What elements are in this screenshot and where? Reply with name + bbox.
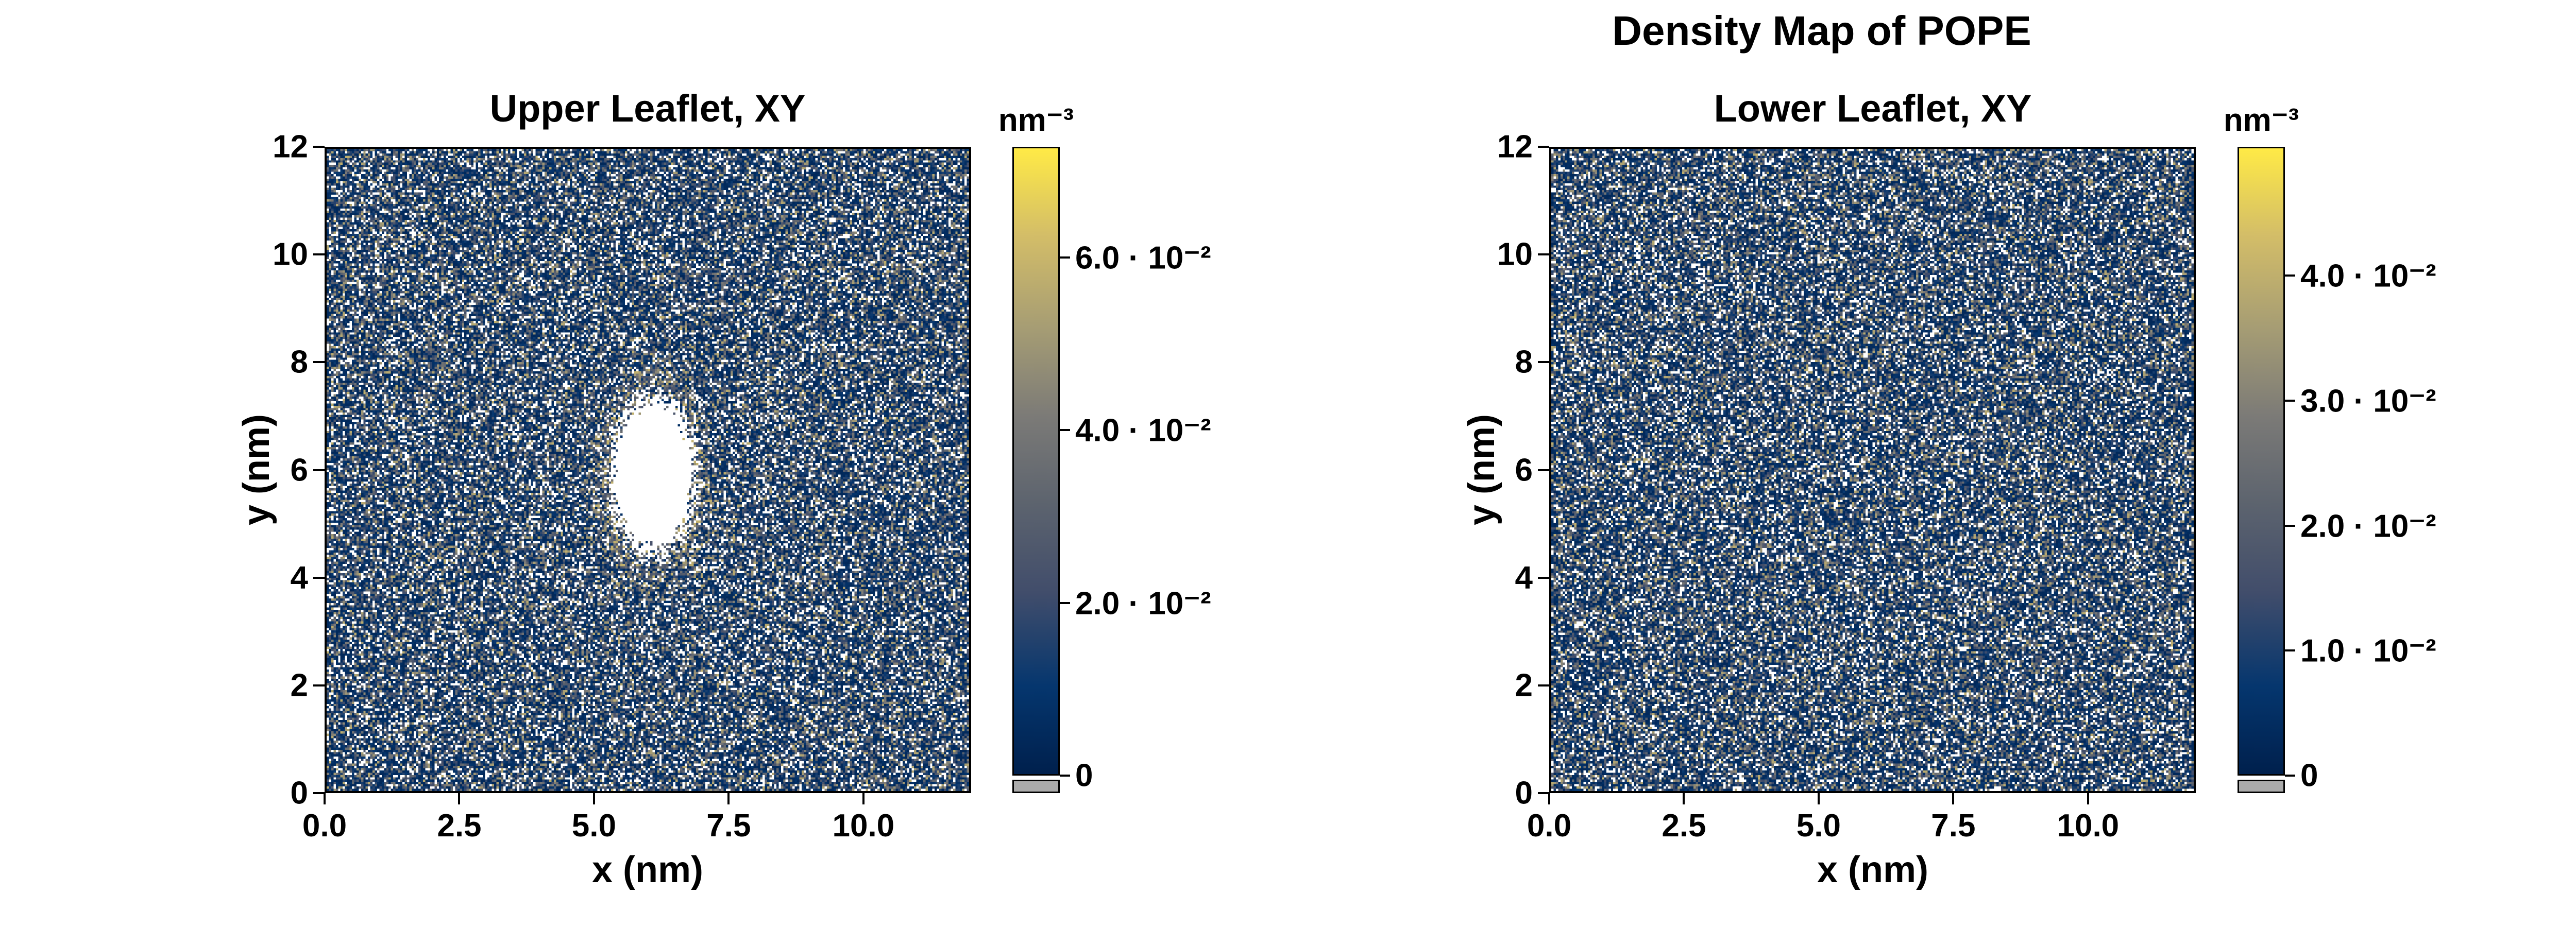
colorbar-tick-label: 1.0 · 10⁻² [2300, 633, 2436, 669]
x-tick-label: 2.5 [437, 808, 482, 844]
x-tick-label: 0.0 [302, 808, 347, 844]
colorbar-tick-label: 3.0 · 10⁻² [2300, 383, 2436, 419]
colorbar-tick-mark [2285, 775, 2295, 777]
y-tick-label: 6 [1515, 452, 1533, 488]
colorbar-upper-leaflet [1012, 147, 1060, 793]
colorbar-lower-leaflet [2238, 147, 2285, 793]
x-tick-label: 10.0 [832, 808, 895, 844]
y-tick-label: 4 [1515, 560, 1533, 596]
colorbar-tick-mark [1060, 429, 1070, 432]
y-tick-mark [313, 146, 325, 148]
colorbar-tick-mark [2285, 524, 2295, 527]
y-tick-mark [1538, 361, 1549, 364]
y-tick-label: 0 [1515, 775, 1533, 811]
panel-title-lower-leaflet: Lower Leaflet, XY [1714, 87, 2032, 130]
colorbar-title: nm⁻³ [2223, 102, 2299, 138]
y-tick-mark [313, 253, 325, 256]
x-tick-label: 7.5 [706, 808, 751, 844]
y-axis-label: y (nm) [1461, 414, 1502, 525]
y-tick-label: 12 [273, 129, 308, 165]
colorbar-title: nm⁻³ [998, 102, 1074, 138]
heatmap-canvas-upper-leaflet [327, 149, 969, 791]
x-tick-mark [1683, 793, 1685, 804]
y-axis-label: y (nm) [236, 414, 277, 525]
x-tick-label: 10.0 [2057, 808, 2120, 844]
y-tick-mark [1538, 146, 1549, 148]
figure-title: Density Map of POPE [1612, 8, 2031, 54]
y-tick-label: 10 [1497, 236, 1533, 272]
colorbar-tick-label: 0 [1075, 758, 1093, 794]
colorbar-tick-label: 0 [2300, 758, 2318, 794]
y-tick-mark [1538, 684, 1549, 686]
x-axis-label: x (nm) [592, 849, 703, 890]
colorbar-tick-label: 4.0 · 10⁻² [2300, 258, 2436, 294]
colorbar-under-cap [2238, 780, 2285, 793]
y-tick-mark [313, 684, 325, 686]
y-tick-label: 8 [1515, 344, 1533, 380]
colorbar-tick-label: 6.0 · 10⁻² [1075, 240, 1211, 276]
x-tick-mark [324, 793, 326, 804]
y-tick-mark [313, 469, 325, 471]
colorbar-tick-mark [1060, 602, 1070, 604]
x-tick-mark [458, 793, 461, 804]
x-tick-label: 0.0 [1527, 808, 1572, 844]
colorbar-tick-mark [2285, 649, 2295, 652]
colorbar-tick-mark [1060, 775, 1070, 777]
y-tick-label: 4 [290, 560, 308, 596]
x-axis-label: x (nm) [1817, 849, 1928, 890]
colorbar-tick-label: 2.0 · 10⁻² [1075, 586, 1211, 622]
x-tick-mark [862, 793, 865, 804]
y-tick-label: 8 [290, 344, 308, 380]
x-tick-mark [2087, 793, 2089, 804]
y-tick-mark [313, 792, 325, 794]
y-tick-mark [1538, 576, 1549, 579]
y-tick-mark [313, 576, 325, 579]
x-tick-mark [1817, 793, 1820, 804]
colorbar-tick-label: 2.0 · 10⁻² [2300, 508, 2436, 544]
colorbar-under-cap [1012, 780, 1060, 793]
colorbar-tick-mark [2285, 399, 2295, 402]
y-tick-mark [1538, 253, 1549, 256]
x-tick-label: 7.5 [1931, 808, 1976, 844]
y-tick-label: 6 [290, 452, 308, 488]
x-tick-label: 5.0 [571, 808, 617, 844]
heatmap-plot-lower-leaflet [1549, 147, 2196, 793]
colorbar-tick-label: 4.0 · 10⁻² [1075, 413, 1211, 449]
x-tick-mark [592, 793, 595, 804]
y-tick-label: 10 [273, 236, 308, 272]
y-tick-label: 2 [1515, 667, 1533, 703]
colorbar-tick-mark [1060, 256, 1070, 259]
y-tick-label: 2 [290, 667, 308, 703]
y-tick-mark [1538, 469, 1549, 471]
heatmap-canvas-lower-leaflet [1551, 149, 2194, 791]
y-tick-mark [313, 361, 325, 364]
colorbar-gradient [2238, 147, 2285, 776]
colorbar-tick-mark [2285, 274, 2295, 277]
y-tick-mark [1538, 792, 1549, 794]
x-tick-label: 2.5 [1662, 808, 1706, 844]
x-tick-label: 5.0 [1796, 808, 1841, 844]
x-tick-mark [1548, 793, 1550, 804]
x-tick-mark [727, 793, 730, 804]
panel-title-upper-leaflet: Upper Leaflet, XY [489, 87, 806, 130]
heatmap-plot-upper-leaflet [325, 147, 971, 793]
x-tick-mark [1952, 793, 1955, 804]
colorbar-gradient [1012, 147, 1060, 776]
y-tick-label: 0 [290, 775, 308, 811]
y-tick-label: 12 [1497, 129, 1533, 165]
